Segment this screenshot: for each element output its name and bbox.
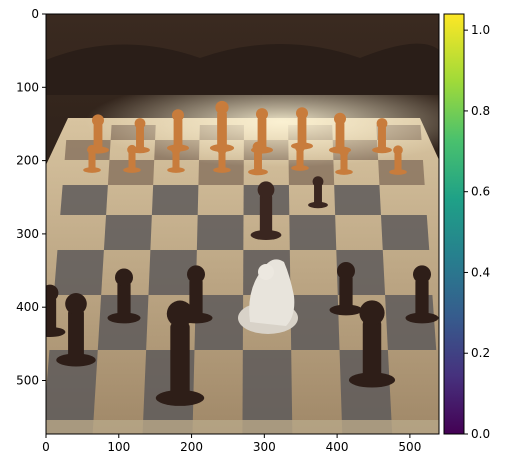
light-piece bbox=[389, 145, 407, 175]
x-tick-label: 100 bbox=[107, 440, 130, 454]
dark-square bbox=[53, 250, 104, 295]
x-tick-label: 0 bbox=[42, 440, 50, 454]
dark-piece bbox=[308, 176, 328, 209]
dark-square bbox=[148, 250, 197, 295]
light-piece bbox=[213, 144, 231, 173]
dark-piece bbox=[107, 268, 141, 324]
light-chess-pieces bbox=[83, 100, 407, 176]
dark-piece bbox=[329, 262, 363, 316]
dark-piece bbox=[405, 265, 439, 324]
white-penguin-figurine bbox=[238, 259, 298, 334]
colorbar-gradient bbox=[444, 14, 464, 434]
light-piece bbox=[83, 144, 101, 173]
colorbar-tick-label: 0.0 bbox=[471, 427, 490, 441]
light-piece bbox=[209, 100, 235, 152]
dark-piece bbox=[348, 300, 396, 388]
light-piece bbox=[291, 107, 313, 150]
dark-square bbox=[242, 350, 293, 434]
y-tick-label: 0 bbox=[31, 7, 39, 21]
light-piece bbox=[248, 141, 268, 176]
dark-piece bbox=[56, 293, 96, 367]
dark-square bbox=[380, 215, 430, 250]
colorbar: 0.0 0.2 0.4 0.6 0.8 1.0 bbox=[443, 13, 490, 441]
dark-square bbox=[46, 350, 98, 434]
image-frame bbox=[45, 13, 440, 435]
dark-square bbox=[289, 215, 337, 250]
light-piece bbox=[167, 144, 185, 173]
colorbar-tick-label: 0.6 bbox=[471, 185, 490, 199]
colorbar-tick-label: 0.2 bbox=[471, 346, 490, 360]
dark-square bbox=[60, 185, 108, 215]
x-axis: 0 100 200 300 400 500 bbox=[42, 434, 421, 454]
dark-square bbox=[290, 295, 340, 350]
light-piece bbox=[291, 142, 309, 171]
y-axis: 0 100 200 300 400 500 bbox=[16, 7, 46, 387]
y-tick-label: 200 bbox=[16, 154, 39, 168]
light-piece bbox=[87, 114, 109, 154]
x-tick-label: 200 bbox=[180, 440, 203, 454]
chess-scene-image bbox=[46, 14, 439, 434]
y-tick-label: 500 bbox=[16, 373, 39, 387]
dark-square bbox=[334, 185, 381, 215]
x-tick-label: 500 bbox=[398, 440, 421, 454]
dark-square bbox=[194, 295, 244, 350]
light-piece bbox=[372, 118, 392, 154]
colorbar-tick-label: 0.8 bbox=[471, 104, 490, 118]
y-tick-label: 300 bbox=[16, 227, 39, 241]
light-piece bbox=[335, 146, 353, 175]
y-tick-label: 400 bbox=[16, 300, 39, 314]
dark-piece bbox=[46, 284, 66, 338]
dark-chess-pieces bbox=[46, 176, 439, 406]
x-tick-label: 300 bbox=[253, 440, 276, 454]
dark-piece bbox=[250, 181, 282, 241]
y-tick-label: 100 bbox=[16, 80, 39, 94]
dark-square bbox=[196, 215, 244, 250]
dark-square bbox=[103, 215, 152, 250]
colorbar-tick-label: 0.4 bbox=[471, 265, 490, 279]
dark-square bbox=[151, 185, 199, 215]
dark-piece bbox=[155, 300, 205, 406]
colorbar-tick-label: 1.0 bbox=[471, 23, 490, 37]
colorbar-axis: 0.0 0.2 0.4 0.6 0.8 1.0 bbox=[464, 23, 490, 441]
x-tick-label: 400 bbox=[326, 440, 349, 454]
light-piece bbox=[123, 144, 141, 173]
